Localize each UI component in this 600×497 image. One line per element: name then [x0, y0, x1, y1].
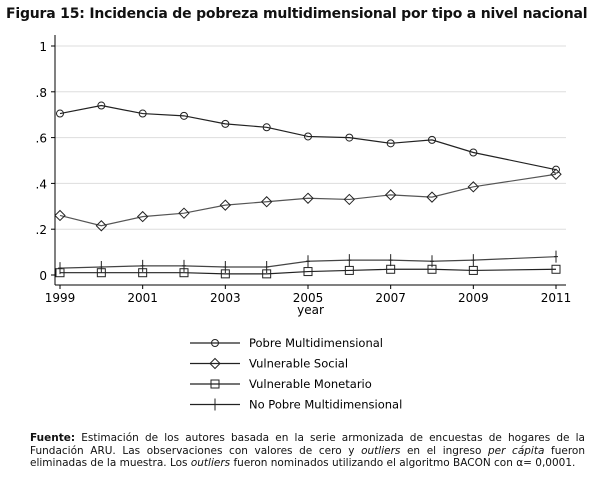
legend-label: Vulnerable Monetario: [249, 377, 372, 391]
data-point: [430, 255, 434, 268]
data-point: [384, 189, 397, 201]
data-point: [347, 254, 352, 267]
y-tick-label: 0: [39, 269, 47, 283]
source-note: Fuente: Estimación de los autores basada…: [30, 432, 585, 470]
data-point: [428, 135, 436, 144]
data-point: [260, 196, 273, 208]
series-line-3: [59, 256, 557, 269]
data-point: [136, 210, 149, 223]
data-point: [386, 139, 395, 148]
data-point: [467, 181, 480, 193]
note-label: Fuente:: [30, 432, 76, 444]
note-em: per cápita: [488, 444, 545, 457]
note-text: fueron nominados utilizando el algoritmo…: [230, 457, 576, 469]
legend-marker: [209, 357, 221, 370]
y-tick-label: .2: [36, 223, 47, 237]
y-tick-label: 1: [39, 40, 47, 54]
data-point: [95, 220, 108, 232]
data-point: [221, 119, 230, 128]
data-point: [345, 133, 354, 142]
x-tick-label: 1999: [45, 291, 76, 305]
y-tick-label: .4: [36, 177, 47, 191]
data-point: [264, 260, 269, 273]
data-point: [469, 148, 478, 157]
data-point: [303, 267, 313, 277]
legend-label: Vulnerable Social: [249, 357, 348, 371]
data-point: [262, 123, 271, 132]
y-tick-label: .8: [36, 86, 47, 100]
data-point: [182, 259, 186, 272]
legend-label: Pobre Multidimensional: [249, 336, 383, 350]
note-text: fueron eliminadas de la muestra. Los: [30, 444, 585, 470]
data-point: [180, 111, 188, 120]
data-point: [550, 168, 562, 180]
series-line-2: [60, 268, 557, 275]
data-point: [97, 101, 106, 110]
data-point: [468, 265, 478, 275]
data-point: [551, 264, 561, 274]
legend-marker: [210, 379, 220, 389]
x-tick-label: 2011: [541, 291, 572, 305]
data-point: [138, 109, 147, 118]
data-point: [223, 260, 228, 273]
line-chart: 0 .2 .4 .6 .8 1 1999 2001 2003 2005 2007 2009 2011 ye…: [36, 35, 572, 412]
data-point: [304, 132, 312, 141]
data-point: [140, 259, 145, 272]
data-point: [471, 254, 476, 267]
note-text: en el ingreso: [400, 444, 488, 457]
x-tick-label: 2005: [293, 291, 324, 305]
data-point: [56, 109, 64, 118]
series-line-0: [59, 104, 557, 171]
note-em: outliers: [190, 457, 231, 469]
x-axis-label: year: [297, 303, 324, 317]
data-point: [54, 209, 66, 222]
data-point: [388, 254, 393, 267]
y-tick-label: .6: [36, 132, 47, 146]
data-point: [99, 260, 104, 273]
x-tick-label: 2003: [210, 291, 241, 305]
series-line-1: [59, 173, 557, 227]
data-point: [306, 255, 310, 268]
x-tick-label: 2009: [458, 291, 489, 305]
data-point: [554, 250, 558, 263]
data-point: [426, 191, 438, 203]
x-tick-label: 2001: [127, 291, 158, 305]
figure-title: Figura 15: Incidencia de pobreza multidi…: [6, 6, 588, 22]
data-point: [344, 265, 354, 275]
note-em: outliers: [361, 444, 401, 457]
legend-marker: [213, 398, 217, 411]
data-point: [58, 262, 62, 275]
legend-label: No Pobre Multidimensional: [249, 398, 402, 412]
data-point: [343, 193, 356, 206]
note-text: Estimación de los autores basada en la s…: [30, 432, 585, 457]
data-point: [178, 207, 190, 219]
legend-marker: [211, 339, 219, 347]
data-point: [552, 165, 560, 174]
data-point: [219, 199, 232, 211]
x-tick-label: 2007: [375, 291, 406, 305]
data-point: [302, 192, 314, 204]
